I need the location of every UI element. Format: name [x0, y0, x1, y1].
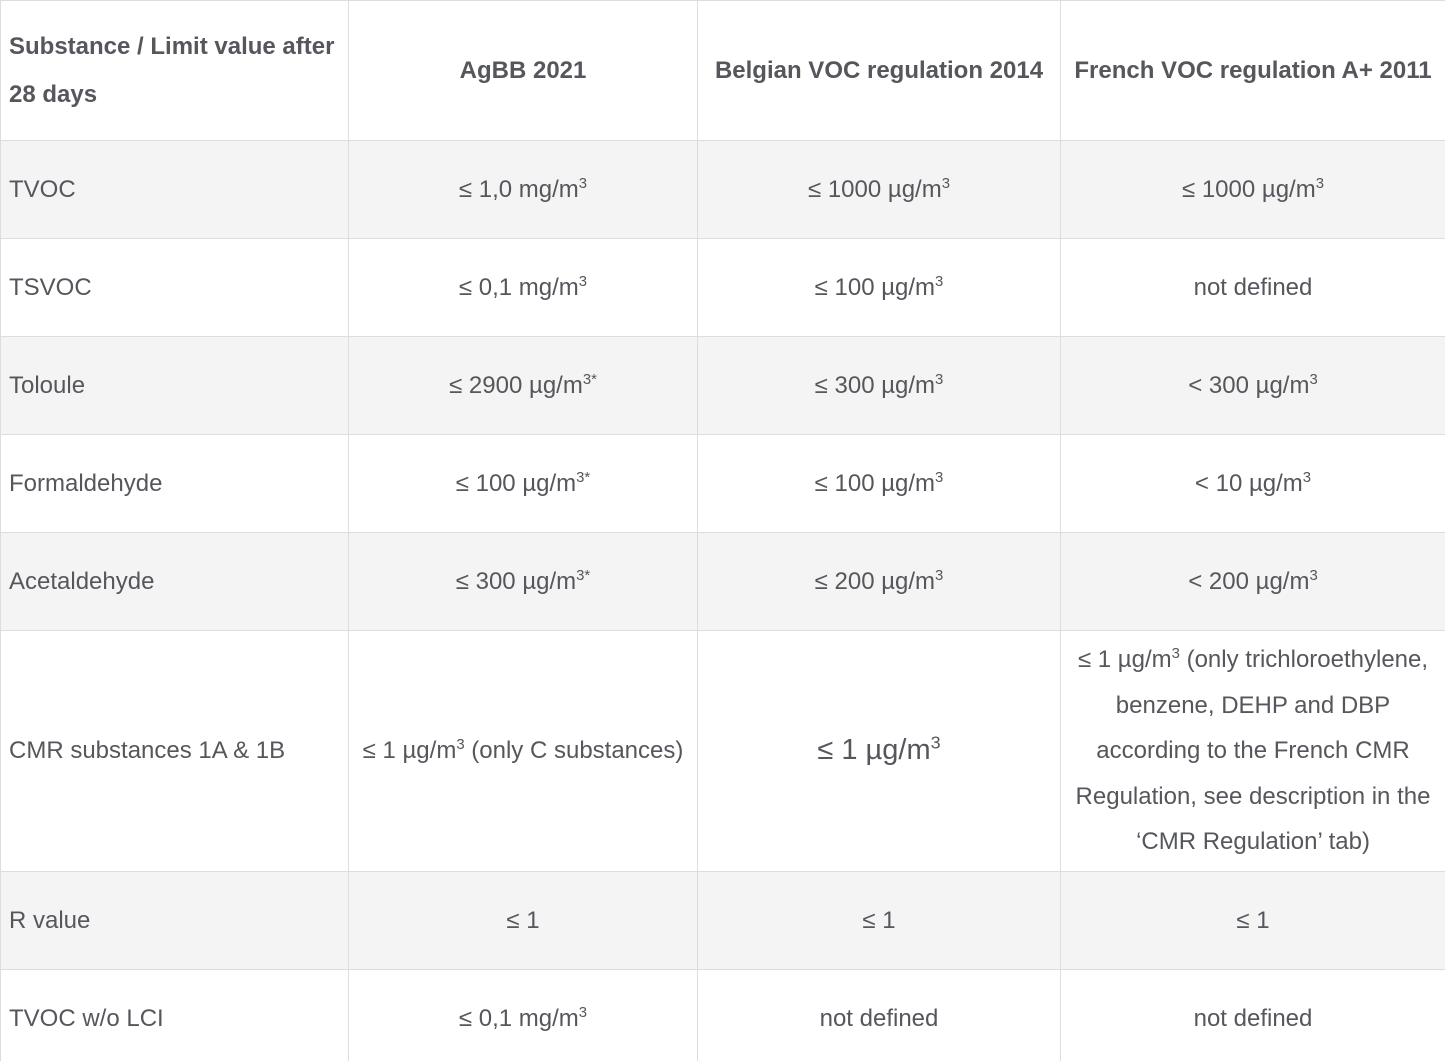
belgian-value: ≤ 200 µg/m3 — [697, 532, 1061, 631]
belgian-value: ≤ 100 µg/m3 — [697, 434, 1061, 533]
substance-label: TVOC w/o LCI — [0, 968, 349, 1061]
table-row-tvoc-wo-lci: TVOC w/o LCI ≤ 0,1 mg/m3 not defined not… — [0, 968, 1445, 1061]
substance-label: CMR substances 1A & 1B — [0, 630, 349, 872]
table-row-tvoc: TVOC ≤ 1,0 mg/m3 ≤ 1000 µg/m3 ≤ 1000 µg/… — [0, 140, 1445, 239]
substance-label: Toloule — [0, 336, 349, 435]
agbb-value: ≤ 100 µg/m3* — [348, 434, 698, 533]
table-row-r-value: R value ≤ 1 ≤ 1 ≤ 1 — [0, 870, 1445, 970]
french-value: ≤ 1000 µg/m3 — [1060, 140, 1445, 239]
column-header-french-voc-regulation: French VOC regulation A+ 2011 — [1060, 0, 1445, 141]
substance-label: Formaldehyde — [0, 434, 349, 533]
column-header-agbb-2021: AgBB 2021 — [348, 0, 698, 141]
column-header-substance: Substance / Limit value after 28 days — [0, 0, 349, 141]
belgian-value: ≤ 100 µg/m3 — [697, 238, 1061, 337]
substance-label: TVOC — [0, 140, 349, 239]
substance-label: TSVOC — [0, 238, 349, 337]
french-value: not defined — [1060, 968, 1445, 1061]
table-row-toloule: Toloule ≤ 2900 µg/m3* ≤ 300 µg/m3 < 300 … — [0, 336, 1445, 435]
table-row-formaldehyde: Formaldehyde ≤ 100 µg/m3* ≤ 100 µg/m3 < … — [0, 434, 1445, 533]
agbb-value: ≤ 1 — [348, 870, 698, 970]
french-value: < 300 µg/m3 — [1060, 336, 1445, 435]
belgian-value: ≤ 1 — [697, 870, 1061, 970]
belgian-value: not defined — [697, 968, 1061, 1061]
substance-label: Acetaldehyde — [0, 532, 349, 631]
french-value: < 10 µg/m3 — [1060, 434, 1445, 533]
agbb-value: ≤ 1,0 mg/m3 — [348, 140, 698, 239]
table-row-tsvoc: TSVOC ≤ 0,1 mg/m3 ≤ 100 µg/m3 not define… — [0, 238, 1445, 337]
french-value: ≤ 1 — [1060, 870, 1445, 970]
agbb-value: ≤ 1 µg/m3 (only C substances) — [348, 630, 698, 872]
french-value: ≤ 1 µg/m3 (only trichloroethylene, benze… — [1060, 630, 1445, 872]
table-row-acetaldehyde: Acetaldehyde ≤ 300 µg/m3* ≤ 200 µg/m3 < … — [0, 532, 1445, 631]
agbb-value: ≤ 300 µg/m3* — [348, 532, 698, 631]
substance-label: R value — [0, 870, 349, 970]
belgian-value: ≤ 1000 µg/m3 — [697, 140, 1061, 239]
french-value: < 200 µg/m3 — [1060, 532, 1445, 631]
table-row-cmr-substances: CMR substances 1A & 1B ≤ 1 µg/m3 (only C… — [0, 630, 1445, 872]
french-value: not defined — [1060, 238, 1445, 337]
column-header-belgian-voc-regulation: Belgian VOC regulation 2014 — [697, 0, 1061, 141]
agbb-value: ≤ 0,1 mg/m3 — [348, 968, 698, 1061]
agbb-value: ≤ 0,1 mg/m3 — [348, 238, 698, 337]
table-header-row: Substance / Limit value after 28 days Ag… — [0, 0, 1445, 141]
belgian-value: ≤ 1 µg/m3 — [697, 630, 1061, 872]
agbb-value: ≤ 2900 µg/m3* — [348, 336, 698, 435]
belgian-value: ≤ 300 µg/m3 — [697, 336, 1061, 435]
